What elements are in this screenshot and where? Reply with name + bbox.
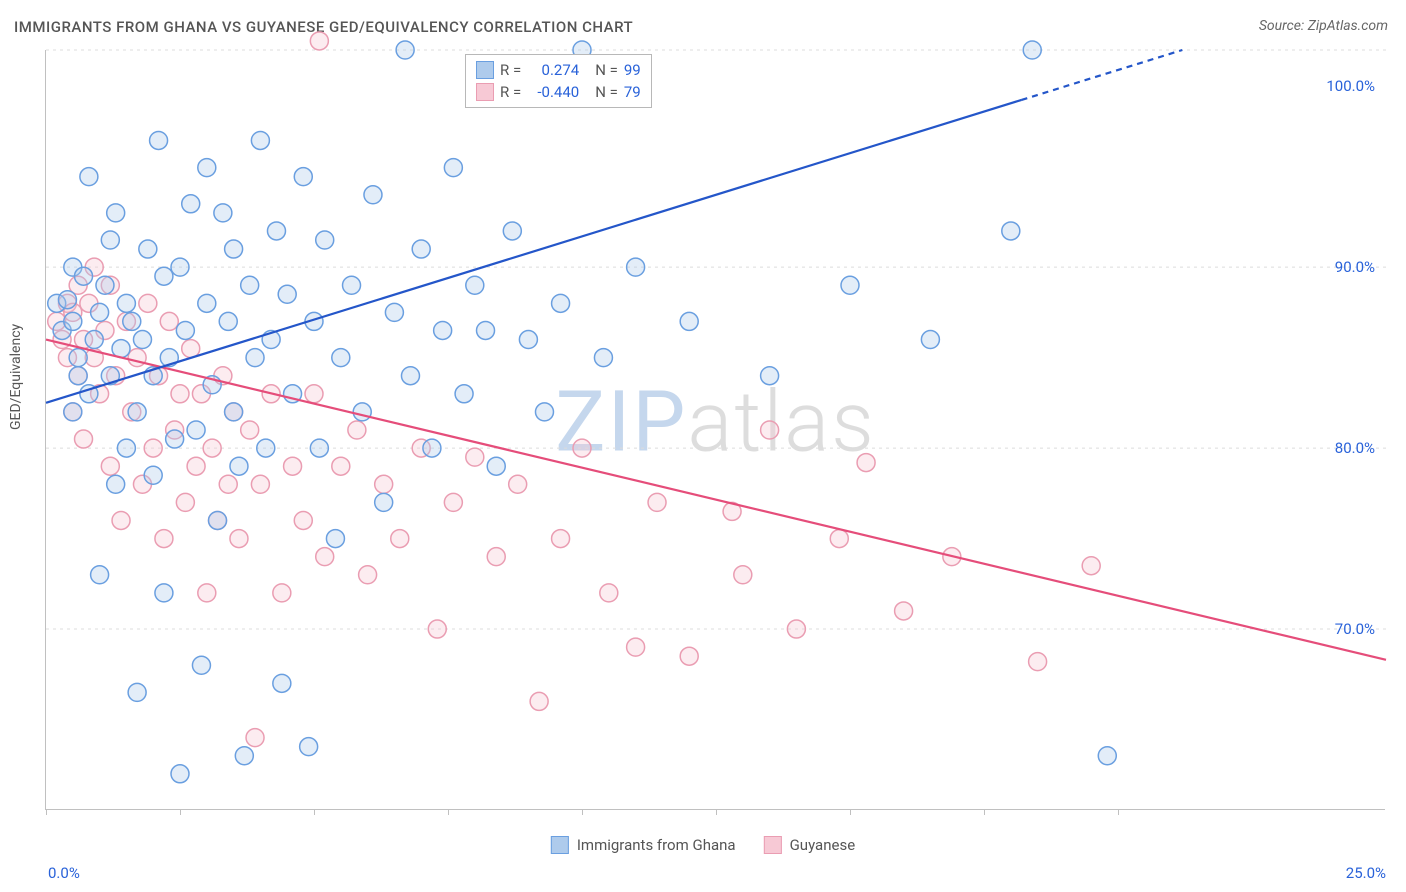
y-tick-label: 70.0% <box>1335 620 1375 638</box>
legend-item-blue: Immigrants from Ghana <box>551 836 736 854</box>
x-tick <box>180 809 181 815</box>
swatch-pink <box>476 83 494 101</box>
y-tick-label: 90.0% <box>1335 258 1375 276</box>
chart-container: IMMIGRANTS FROM GHANA VS GUYANESE GED/EQ… <box>0 0 1406 892</box>
chart-source: Source: ZipAtlas.com <box>1259 18 1388 34</box>
swatch-pink-2 <box>764 836 782 854</box>
y-tick-label: 100.0% <box>1326 77 1375 95</box>
y-axis-label: GED/Equivalency <box>8 324 24 430</box>
plot-area: ZIPatlas 70.0%80.0%90.0%100.0% <box>45 50 1385 810</box>
legend-row-blue: R = 0.274 N = 99 <box>476 59 641 81</box>
x-tick-max: 25.0% <box>1346 864 1386 882</box>
x-tick <box>850 809 851 815</box>
legend-blue-label: Immigrants from Ghana <box>577 836 736 854</box>
legend-row-pink: R = -0.440 N = 79 <box>476 81 641 103</box>
x-tick <box>1118 809 1119 815</box>
legend-item-pink: Guyanese <box>764 836 856 854</box>
legend-correlation: R = 0.274 N = 99 R = -0.440 N = 79 <box>465 54 652 108</box>
legend-n-label: N = <box>595 59 618 81</box>
x-tick <box>716 809 717 815</box>
plot-svg <box>46 50 1385 809</box>
legend-n-label-2: N = <box>595 81 618 103</box>
x-tick <box>984 809 985 815</box>
legend-r-label: R = <box>500 59 521 81</box>
legend-blue-n: 99 <box>624 59 641 81</box>
y-tick-label: 80.0% <box>1335 439 1375 457</box>
legend-pink-label: Guyanese <box>790 836 856 854</box>
x-tick <box>582 809 583 815</box>
x-tick <box>46 809 47 815</box>
legend-r-label-2: R = <box>500 81 521 103</box>
legend-pink-n: 79 <box>624 81 641 103</box>
x-tick <box>448 809 449 815</box>
x-tick <box>314 809 315 815</box>
swatch-blue <box>476 61 494 79</box>
legend-series: Immigrants from Ghana Guyanese <box>551 836 855 854</box>
legend-blue-r: 0.274 <box>527 59 579 81</box>
swatch-blue-2 <box>551 836 569 854</box>
x-tick-min: 0.0% <box>48 864 80 882</box>
legend-pink-r: -0.440 <box>527 81 579 103</box>
